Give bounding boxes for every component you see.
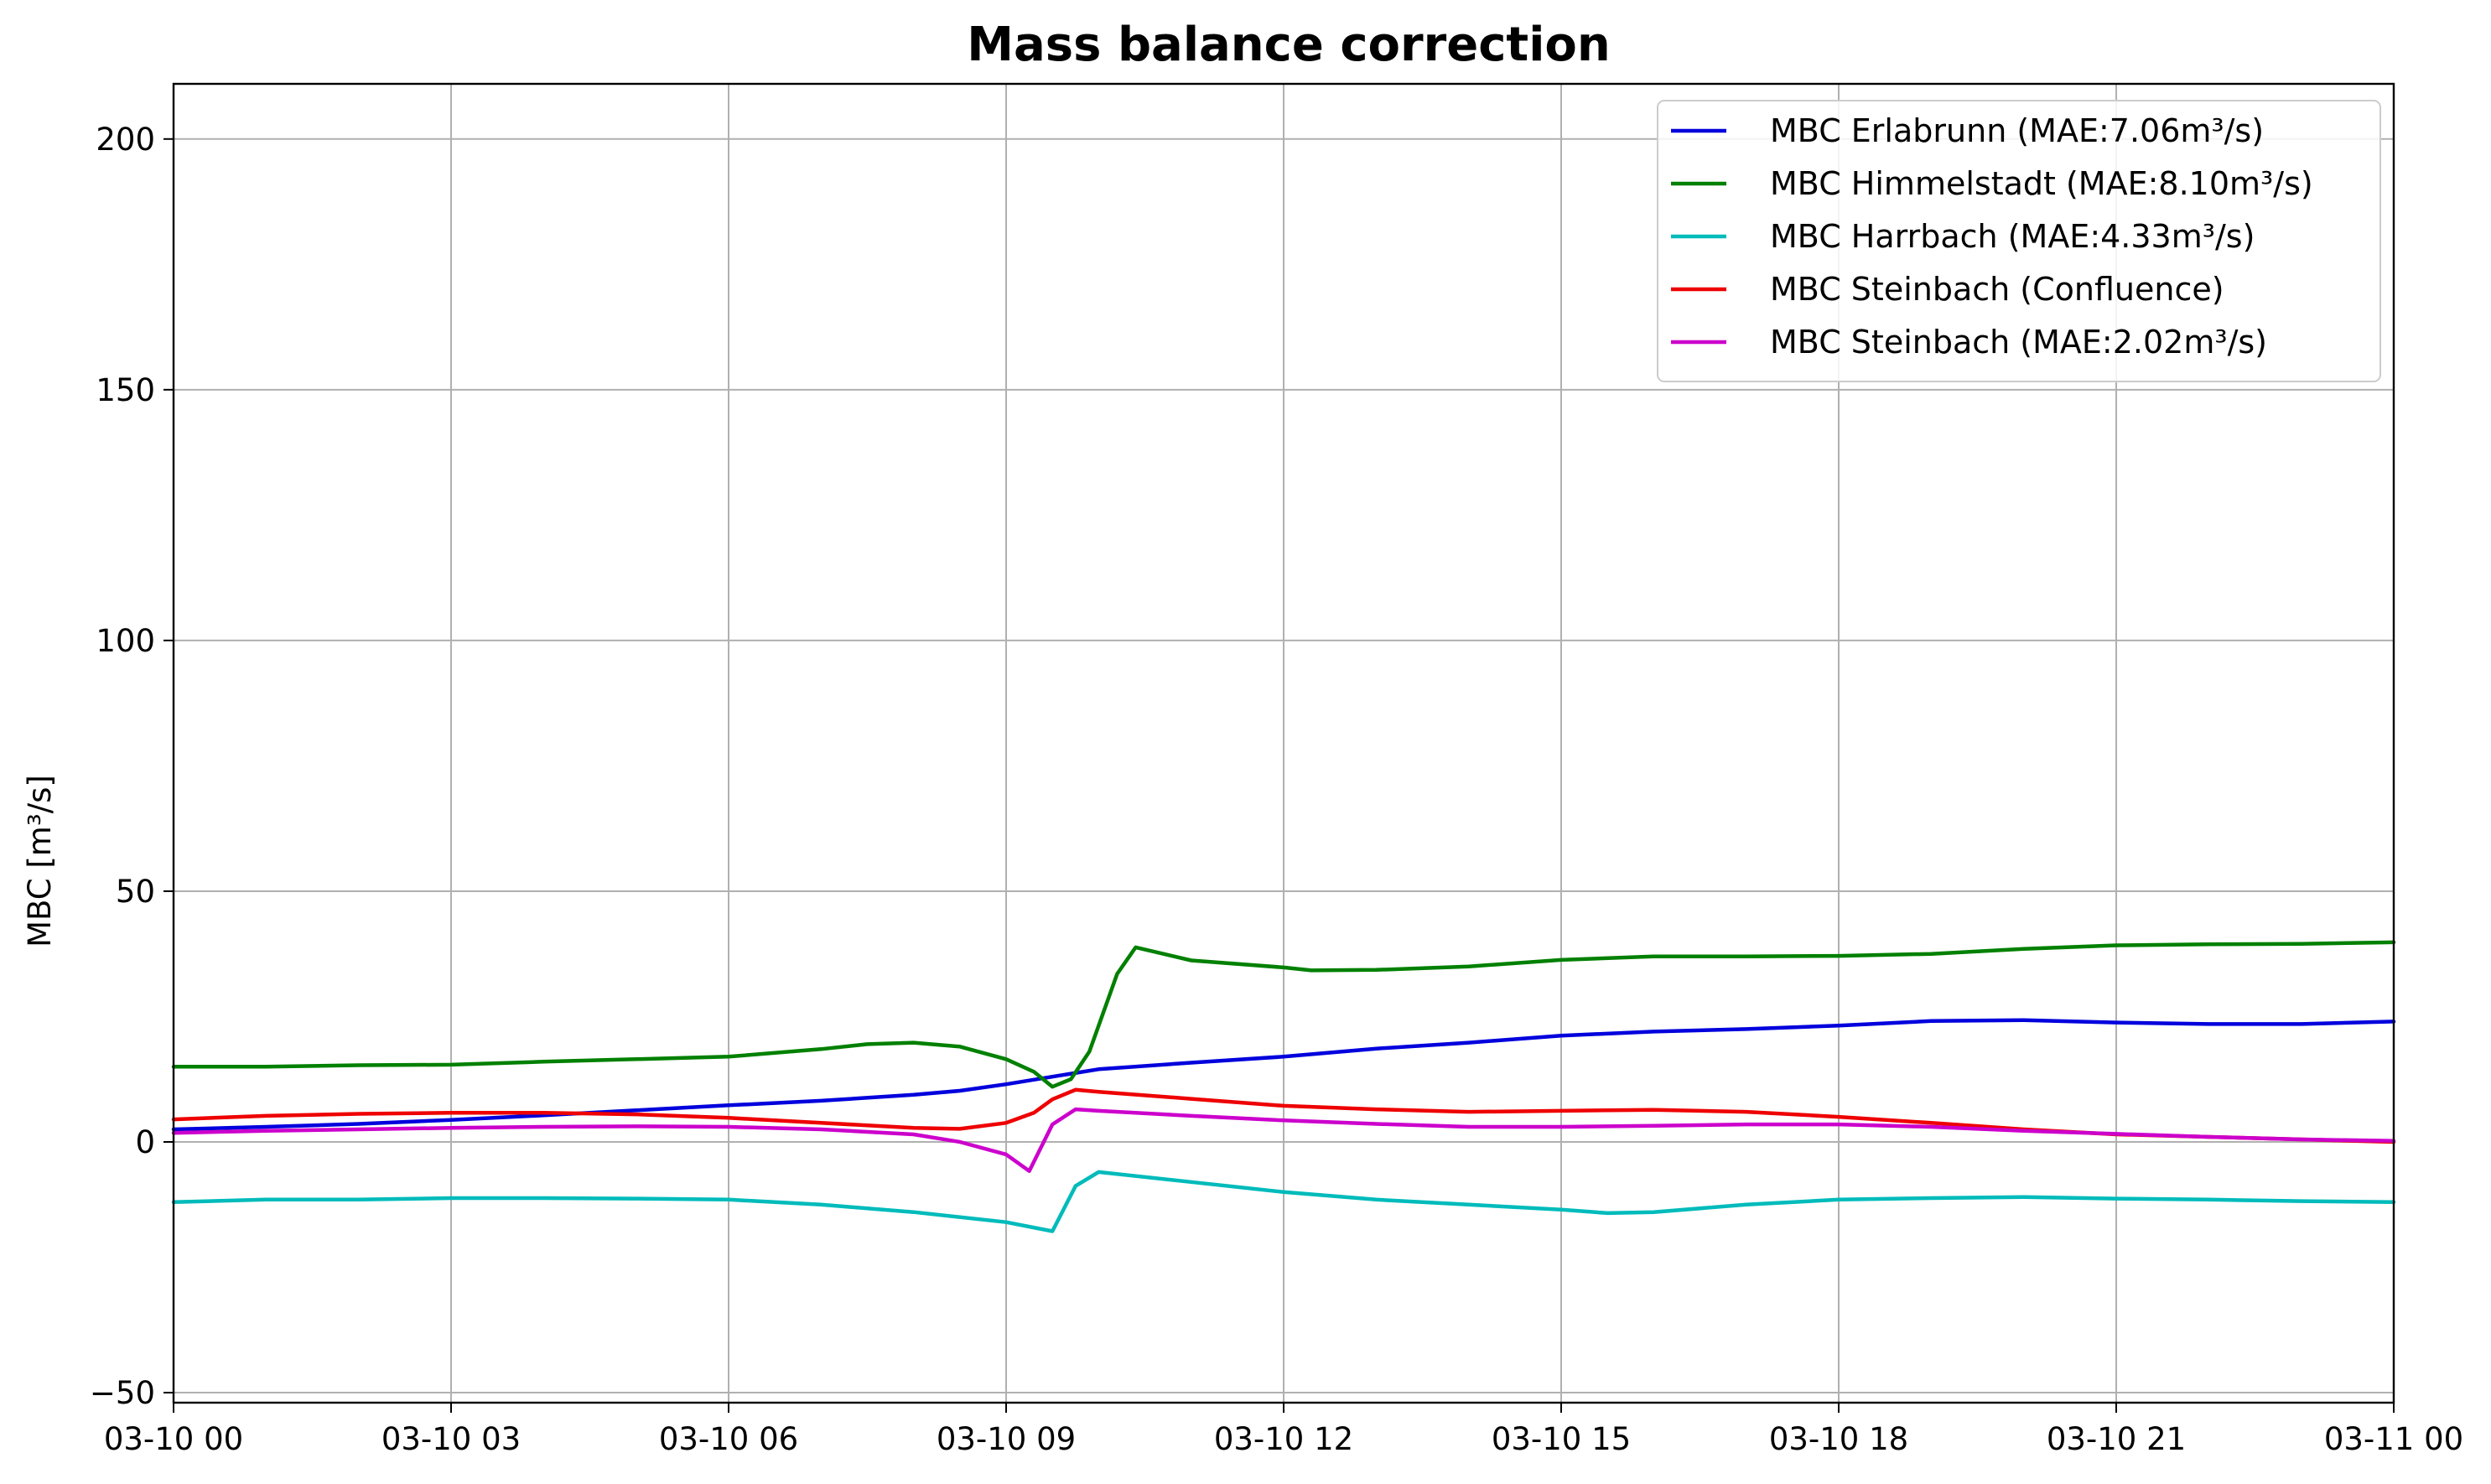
x-tick-label: 03-10 06 bbox=[659, 1421, 798, 1457]
x-tick-label: 03-10 03 bbox=[381, 1421, 521, 1457]
x-tick-label: 03-11 00 bbox=[2324, 1421, 2463, 1457]
y-axis-label: MBC [m³/s] bbox=[22, 775, 58, 947]
series-line-4 bbox=[171, 1087, 2396, 1144]
legend-label: MBC Steinbach (Confluence) bbox=[1770, 271, 2224, 308]
series-line-2 bbox=[171, 940, 2396, 1089]
series-line-3 bbox=[171, 1170, 2396, 1233]
legend-label: MBC Steinbach (MAE:2.02m³/s) bbox=[1770, 324, 2267, 361]
x-tick-label: 03-10 15 bbox=[1492, 1421, 1631, 1457]
legend-box bbox=[1657, 100, 2381, 382]
y-tick-label: −50 bbox=[90, 1375, 155, 1411]
x-tick-label: 03-10 18 bbox=[1769, 1421, 1908, 1457]
series-layer bbox=[171, 940, 2396, 1233]
y-tick-label: 100 bbox=[96, 623, 155, 659]
x-tick-label: 03-10 00 bbox=[104, 1421, 243, 1457]
x-tick-label: 03-10 21 bbox=[2047, 1421, 2186, 1457]
ticks: 03-10 00 03-10 03 03-10 06 03-10 09 03-10 12… bbox=[90, 122, 2463, 1457]
series-line-5 bbox=[171, 1107, 2396, 1173]
y-tick-label: 150 bbox=[96, 372, 155, 408]
x-tick-label: 03-10 12 bbox=[1214, 1421, 1353, 1457]
legend: MBC Erlabrunn (MAE:7.06m³/s) MBC Himmelst… bbox=[1657, 100, 2381, 382]
y-tick-label: 50 bbox=[116, 874, 155, 910]
x-tick-label: 03-10 09 bbox=[937, 1421, 1076, 1457]
legend-label: MBC Harrbach (MAE:4.33m³/s) bbox=[1770, 218, 2255, 255]
legend-label: MBC Erlabrunn (MAE:7.06m³/s) bbox=[1770, 112, 2264, 149]
legend-label: MBC Himmelstadt (MAE:8.10m³/s) bbox=[1770, 165, 2313, 202]
chart-title: Mass balance correction bbox=[967, 18, 1610, 72]
y-tick-label: 0 bbox=[135, 1124, 155, 1160]
y-tick-label: 200 bbox=[96, 122, 155, 158]
